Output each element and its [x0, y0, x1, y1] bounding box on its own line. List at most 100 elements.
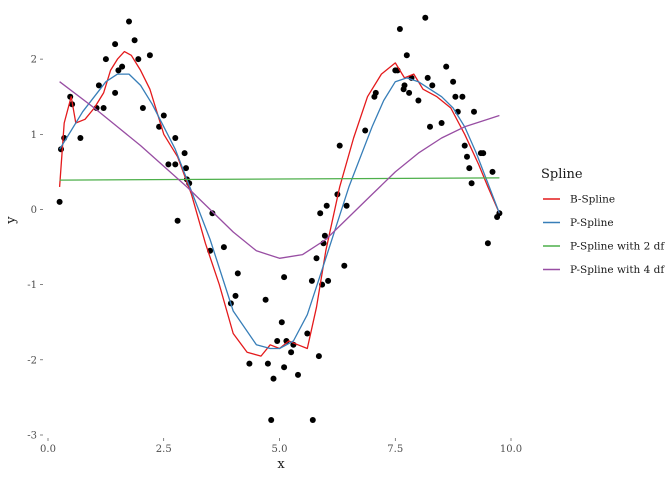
y-tick-label: -3: [27, 431, 37, 442]
data-point: [288, 349, 295, 356]
data-point: [422, 14, 429, 21]
data-point: [56, 198, 63, 205]
data-point: [401, 82, 408, 89]
data-point: [209, 210, 216, 217]
data-point: [450, 78, 457, 85]
data-point: [183, 165, 189, 172]
data-point: [403, 52, 410, 59]
data-point: [234, 270, 241, 277]
data-point: [443, 63, 450, 70]
x-tick-label: 5.0: [272, 444, 288, 455]
y-axis-ticks: -3 -2 -1 0 1 2: [27, 55, 43, 442]
legend-title: Spline: [541, 167, 583, 182]
series-line-b-spline: [58, 50, 500, 357]
x-tick-label: 0.0: [40, 444, 56, 455]
series-line-p-spline-with-4-df: [59, 81, 500, 259]
data-point: [174, 217, 181, 224]
data-point: [424, 74, 431, 81]
data-point: [112, 89, 119, 96]
legend-label: B-Spline: [570, 194, 615, 206]
y-tick-label: -2: [27, 355, 37, 366]
data-point: [343, 202, 350, 209]
data-point: [131, 37, 138, 44]
data-point: [464, 153, 470, 160]
data-point: [115, 67, 122, 74]
data-point: [313, 255, 320, 262]
legend-label: P-Spline with 4 df: [570, 264, 665, 276]
x-tick-label: 2.5: [156, 444, 172, 455]
data-point: [429, 82, 436, 89]
data-point: [341, 262, 348, 269]
data-point: [461, 142, 468, 149]
series-line-p-spline: [59, 73, 501, 350]
data-point: [77, 135, 84, 141]
data-point: [471, 108, 477, 115]
data-point: [317, 210, 324, 217]
data-point: [262, 296, 269, 303]
y-axis-title: y: [4, 216, 19, 225]
data-point: [480, 150, 487, 157]
legend-label: P-Spline with 2 df: [570, 241, 665, 253]
data-point: [295, 371, 301, 378]
data-point: [438, 120, 445, 126]
data-point: [308, 277, 315, 284]
data-point: [119, 63, 126, 70]
legend-label: P-Spline: [570, 217, 614, 229]
y-tick-label: -1: [27, 280, 37, 291]
data-point: [315, 353, 322, 360]
data-point: [281, 364, 288, 371]
data-point: [165, 161, 172, 168]
x-axis-title: x: [277, 457, 285, 472]
data-point: [274, 338, 281, 344]
legend: Spline B-Spline P-Spline P-Spline with 2 d…: [541, 167, 665, 276]
data-point: [278, 319, 285, 326]
data-point: [232, 292, 239, 299]
x-tick-label: 7.5: [387, 444, 403, 455]
data-point: [323, 202, 330, 209]
y-tick-label: 2: [31, 55, 37, 66]
data-point: [281, 274, 288, 281]
x-tick-label: 10.0: [500, 444, 522, 455]
y-tick-label: 0: [31, 205, 37, 216]
data-point: [468, 180, 475, 187]
data-point: [181, 150, 188, 157]
data-point: [220, 244, 227, 251]
y-tick-label: 1: [31, 130, 37, 141]
data-point: [95, 82, 102, 89]
data-point: [112, 41, 119, 48]
data-point: [160, 112, 167, 119]
data-point: [396, 26, 403, 32]
data-point: [325, 277, 332, 284]
scatter-points: [56, 14, 503, 423]
x-axis-ticks: 0.0 2.5 5.0 7.5 10.0: [40, 438, 522, 455]
data-point: [100, 105, 107, 111]
data-point: [304, 330, 311, 337]
data-point: [309, 417, 316, 423]
data-point: [264, 360, 271, 367]
data-point: [415, 97, 422, 104]
data-point: [268, 417, 275, 423]
data-point: [406, 89, 413, 96]
data-point: [172, 161, 179, 168]
data-point: [246, 360, 253, 367]
data-point: [336, 142, 343, 149]
data-point: [139, 105, 146, 111]
data-point: [270, 375, 277, 382]
data-point: [459, 93, 466, 100]
spline-lines: [58, 50, 501, 357]
data-point: [146, 52, 153, 59]
data-point: [135, 56, 142, 63]
data-point: [484, 240, 491, 247]
data-point: [102, 56, 109, 63]
data-point: [172, 135, 179, 141]
data-point: [489, 168, 496, 175]
data-point: [427, 123, 433, 130]
data-point: [126, 18, 132, 25]
series-line-p-spline-with-2-df: [59, 177, 500, 181]
data-point: [362, 127, 369, 134]
data-point: [321, 232, 328, 239]
data-point: [452, 93, 459, 100]
data-point: [466, 165, 473, 172]
data-point: [372, 89, 379, 96]
